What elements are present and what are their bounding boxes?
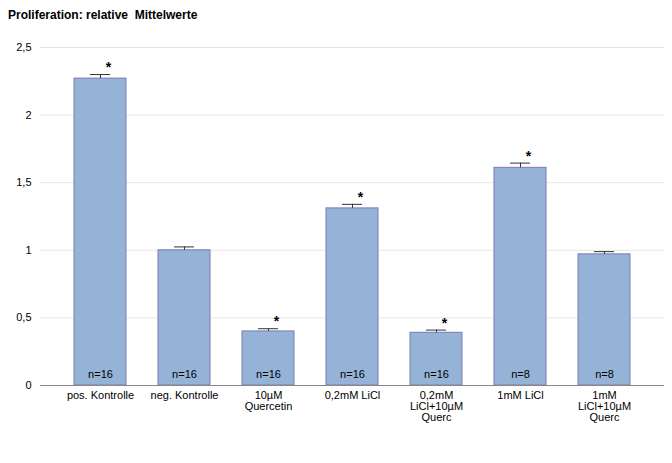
html-text:Proliferation: relative Mittel: Proliferation: relative Mittelwerte — [8, 8, 198, 22]
svg-text:1,5: 1,5 — [16, 176, 31, 188]
svg-text:pos. Kontrolle: pos. Kontrolle — [67, 389, 134, 401]
svg-text:n=8: n=8 — [595, 368, 614, 380]
svg-text:2,5: 2,5 — [16, 41, 31, 53]
svg-text:1: 1 — [25, 244, 31, 256]
svg-text:*: * — [106, 59, 112, 75]
svg-text:0,5: 0,5 — [16, 311, 31, 323]
svg-text:0,2mM LiCl: 0,2mM LiCl — [325, 389, 381, 401]
svg-text:*: * — [526, 148, 532, 164]
svg-text:n=16: n=16 — [340, 368, 365, 380]
svg-text:*: * — [358, 189, 364, 205]
svg-text:*: * — [274, 313, 280, 329]
svg-text:n=16: n=16 — [256, 368, 281, 380]
svg-text:n=8: n=8 — [511, 368, 530, 380]
svg-text:neg. Kontrolle: neg. Kontrolle — [151, 389, 219, 401]
svg-text:0,2mMLiCl+10µMQuerc: 0,2mMLiCl+10µMQuerc — [410, 389, 463, 423]
svg-text:n=16: n=16 — [88, 368, 113, 380]
svg-text:10µMQuercetin: 10µMQuercetin — [245, 389, 293, 412]
svg-text:n=16: n=16 — [424, 368, 449, 380]
svg-text:1mM LiCl: 1mM LiCl — [497, 389, 543, 401]
svg-text:*: * — [442, 315, 448, 331]
svg-text:2: 2 — [25, 109, 31, 121]
svg-text:0: 0 — [25, 379, 31, 391]
svg-text:1mMLiCl+10µMQuerc: 1mMLiCl+10µMQuerc — [578, 389, 631, 423]
svg-text:n=16: n=16 — [172, 368, 197, 380]
